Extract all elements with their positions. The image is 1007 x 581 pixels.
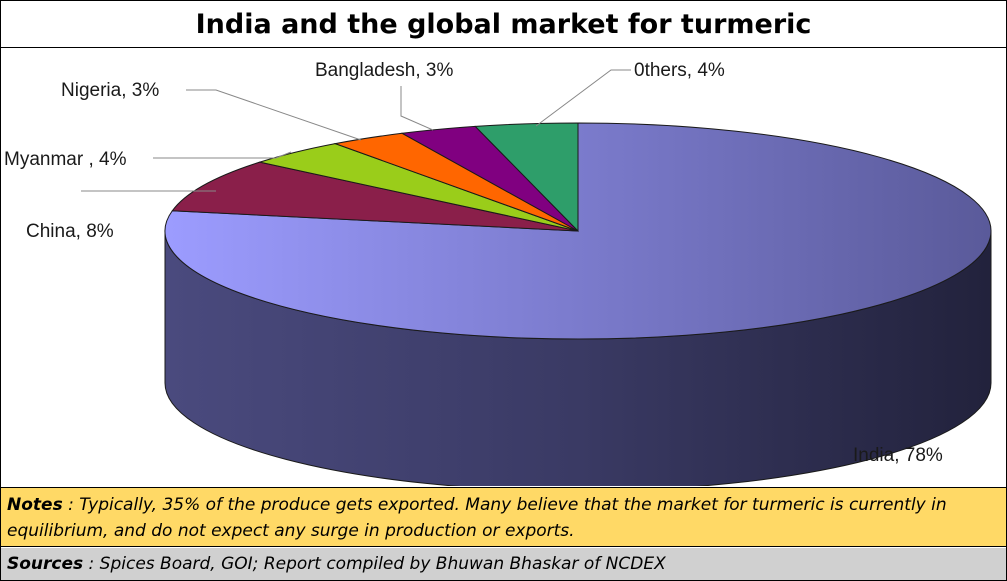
slice-label-5: 0thers, 4% [634, 60, 725, 81]
leader-line-2 [153, 151, 292, 159]
pie-slice-5 [474, 122, 579, 233]
pie-chart-area: India, 78% China, 8% Myanmar , 4% Nigeria, … [1, 48, 1006, 486]
slice-label-4: Bangladesh, 3% [315, 60, 453, 81]
sources-box: Sources : Spices Board, GOI; Report comp… [1, 548, 1006, 580]
pie-slice-1 [171, 161, 579, 232]
slice-label-1: China, 8% [26, 221, 114, 242]
leader-line-3 [186, 89, 362, 141]
notes-label: Notes [7, 495, 63, 515]
notes-box: Notes : Typically, 35% of the produce ge… [1, 487, 1006, 547]
slice-label-2: Myanmar , 4% [4, 149, 127, 170]
slice-label-3: Nigeria, 3% [61, 80, 159, 101]
chart-title: India and the global market for turmeric [1, 1, 1006, 48]
notes-text: : Typically, 35% of the produce gets exp… [7, 495, 947, 541]
leader-line-4 [400, 86, 434, 131]
pie-chart: India, 78% China, 8% Myanmar , 4% Nigeria, … [4, 60, 992, 486]
slice-label-0: India, 78% [853, 445, 943, 466]
leader-line-5 [535, 69, 631, 127]
sources-label: Sources [7, 554, 84, 574]
sources-text: : Spices Board, GOI; Report compiled by … [83, 554, 666, 574]
